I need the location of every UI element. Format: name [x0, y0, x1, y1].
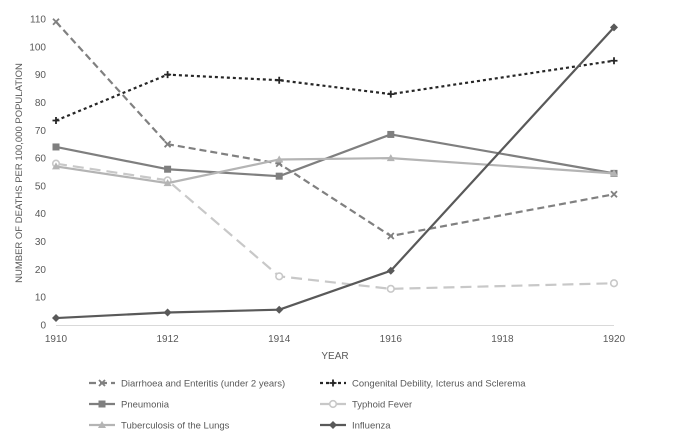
legend-marker — [328, 399, 338, 409]
series-0 — [52, 18, 618, 240]
data-point — [387, 232, 395, 240]
legend-marker — [98, 421, 106, 428]
data-point — [52, 314, 60, 323]
data-point — [609, 279, 619, 288]
data-point — [52, 117, 60, 125]
legend-label: Tuberculosis of the Lungs — [121, 421, 230, 432]
data-point — [52, 18, 60, 26]
legend-label: Pneumonia — [121, 400, 170, 411]
series-line — [55, 162, 615, 290]
series-line — [55, 133, 615, 178]
series-5 — [52, 23, 618, 323]
y-tick-label: 80 — [35, 98, 47, 109]
x-tick-label: 1914 — [268, 334, 291, 345]
y-tick-label: 90 — [35, 70, 47, 81]
data-point — [275, 305, 284, 314]
series-line — [55, 21, 615, 238]
x-axis-label: YEAR — [321, 351, 348, 362]
data-point — [386, 266, 395, 275]
y-axis-title: NUMBER OF DEATHS PER 100,000 POPULATION — [14, 63, 25, 283]
data-point — [610, 23, 618, 32]
data-point — [387, 90, 395, 98]
legend: Diarrhoea and Enteritis (under 2 years) C… — [89, 379, 526, 432]
legend-label: Diarrhoea and Enteritis (under 2 years) — [121, 379, 285, 390]
legend-item: Tuberculosis of the Lungs — [89, 421, 230, 432]
y-tick-label: 30 — [35, 237, 47, 248]
y-tick-label: 10 — [35, 293, 47, 304]
x-tick-label: 1920 — [603, 334, 626, 345]
series-4 — [52, 154, 618, 187]
series-line — [55, 59, 615, 122]
legend-item: Congenital Debility, Icterus and Sclerem… — [320, 379, 526, 390]
data-point — [275, 155, 284, 163]
series-line — [55, 26, 615, 320]
series-2 — [52, 130, 618, 180]
series-line — [55, 156, 615, 185]
data-point — [163, 308, 172, 317]
y-tick-label: 20 — [35, 265, 47, 276]
y-tick-label: 40 — [35, 209, 47, 220]
series-layer — [51, 18, 619, 323]
data-point — [610, 190, 618, 198]
x-tick-labels: 1910 1912 1914 1916 1918 1920 — [45, 334, 626, 345]
legend-label: Typhoid Fever — [352, 400, 412, 411]
data-point — [387, 130, 395, 138]
data-point — [386, 154, 395, 162]
y-tick-label: 0 — [40, 321, 46, 332]
data-point — [610, 169, 618, 177]
y-tick-label: 50 — [35, 181, 47, 192]
legend-label: Influenza — [352, 421, 391, 432]
legend-label: Congenital Debility, Icterus and Sclerem… — [352, 379, 526, 390]
x-tick-label: 1910 — [45, 334, 68, 345]
data-point — [610, 57, 618, 65]
data-point — [275, 272, 284, 281]
y-tick-label: 60 — [35, 154, 47, 165]
x-tick-label: 1916 — [380, 334, 403, 345]
data-point — [164, 71, 172, 79]
legend-marker — [329, 379, 337, 387]
legend-item: Diarrhoea and Enteritis (under 2 years) — [89, 379, 285, 390]
data-point — [163, 179, 172, 187]
y-tick-label: 110 — [30, 15, 46, 26]
series-1 — [52, 57, 618, 125]
data-point — [164, 165, 172, 173]
y-tick-label: 100 — [29, 42, 46, 53]
data-point — [163, 140, 172, 148]
y-tick-labels: 0 10 20 30 40 50 60 70 80 90 100 110 — [29, 15, 46, 332]
legend-item: Pneumonia — [89, 400, 170, 411]
data-point — [52, 162, 60, 170]
data-point — [52, 143, 60, 151]
legend-marker — [329, 421, 337, 429]
x-tick-label: 1912 — [156, 334, 179, 345]
legend-marker — [98, 400, 106, 408]
legend-marker — [98, 379, 106, 387]
legend-item: Typhoid Fever — [320, 400, 412, 411]
series-3 — [51, 159, 619, 293]
data-point — [275, 76, 283, 84]
data-point — [275, 172, 283, 180]
x-tick-label: 1918 — [491, 334, 514, 345]
y-axis-label: NUMBER OF DEATHS PER 100,000 POPULATION — [14, 63, 25, 283]
data-point — [386, 284, 395, 293]
legend-item: Influenza — [320, 421, 391, 432]
y-tick-label: 70 — [35, 126, 47, 137]
